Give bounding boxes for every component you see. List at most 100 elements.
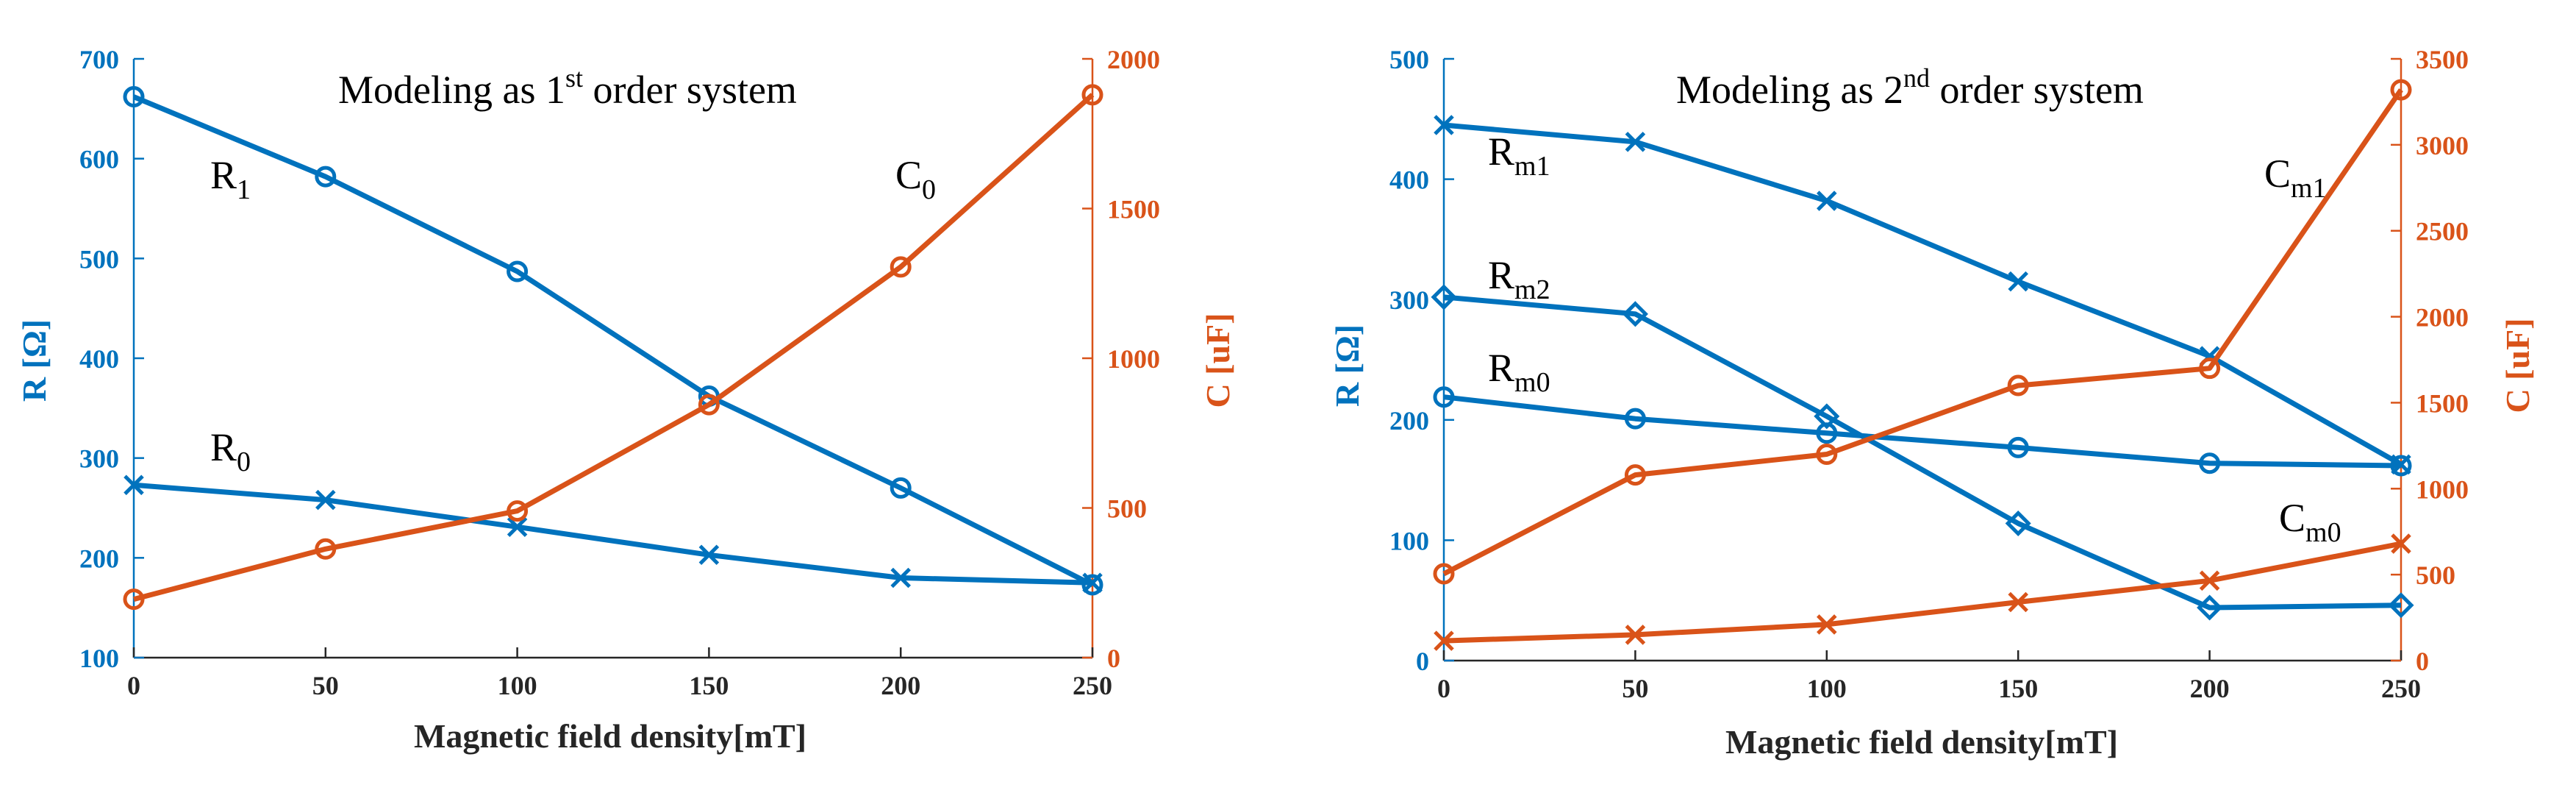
data-point bbox=[1625, 132, 1646, 152]
series-label-rm2: Rm2 bbox=[1488, 253, 1550, 305]
y-tick-label-right: 500 bbox=[2416, 561, 2455, 590]
x-tick-label: 50 bbox=[1622, 674, 1648, 703]
series-r1 bbox=[123, 86, 1103, 596]
series-rm1 bbox=[1434, 115, 2411, 475]
x-axis-label: Magnetic field density[mT] bbox=[414, 717, 806, 755]
data-point bbox=[1622, 301, 1648, 327]
data-point bbox=[315, 166, 337, 188]
series-label-r0: R0 bbox=[210, 425, 251, 477]
data-point bbox=[315, 489, 336, 511]
data-point bbox=[2199, 570, 2220, 591]
y-tick-label-left: 500 bbox=[79, 244, 119, 274]
y-tick-label-left: 100 bbox=[79, 644, 119, 673]
x-tick-label: 50 bbox=[312, 671, 339, 700]
data-point bbox=[1624, 464, 1646, 486]
y-axis-label-left: R [Ω] bbox=[15, 319, 53, 402]
series-label-rm1: Rm1 bbox=[1488, 129, 1550, 182]
y-tick-label-right: 1500 bbox=[1107, 195, 1160, 224]
y-tick-label-right: 0 bbox=[2416, 647, 2429, 676]
series-rm2 bbox=[1431, 284, 2414, 621]
y-tick-label-right: 0 bbox=[1107, 644, 1120, 673]
data-point bbox=[1431, 284, 1457, 310]
y-tick-label-right: 2000 bbox=[2416, 303, 2469, 333]
y-tick-label-left: 0 bbox=[1416, 647, 1429, 676]
series-line-r0 bbox=[133, 482, 1093, 586]
data-point bbox=[124, 474, 144, 496]
data-point bbox=[2008, 591, 2028, 613]
series-line-cm0 bbox=[1443, 541, 2402, 644]
data-point bbox=[1624, 408, 1646, 430]
data-point bbox=[890, 567, 911, 588]
chart-first-order: Modeling as 1st order system Magnetic fi… bbox=[15, 45, 1237, 755]
x-tick-label: 0 bbox=[1437, 674, 1450, 703]
data-point bbox=[2388, 592, 2414, 619]
x-tick-label: 100 bbox=[498, 671, 537, 700]
data-point bbox=[123, 86, 145, 108]
data-point bbox=[2390, 79, 2412, 101]
axes: 0 50 100 150 200 2500100200300400500050010001… bbox=[1389, 45, 2469, 703]
series-label-c0: C0 bbox=[895, 153, 936, 205]
data-point bbox=[2007, 436, 2029, 458]
series-line-rm0 bbox=[1443, 394, 2402, 469]
data-point bbox=[2197, 594, 2223, 621]
series-line-cm1 bbox=[1442, 88, 2403, 577]
data-point bbox=[2391, 533, 2411, 554]
series-cm0 bbox=[1434, 533, 2411, 651]
data-point bbox=[507, 500, 529, 522]
data-point bbox=[890, 477, 912, 499]
y-tick-label-right: 1500 bbox=[2416, 388, 2469, 418]
y-tick-label-left: 300 bbox=[1389, 285, 1429, 315]
chart-second-order: Modeling as 2nd order system Magnetic fi… bbox=[1328, 45, 2536, 761]
y-tick-label-left: 700 bbox=[79, 45, 119, 74]
data-point bbox=[1817, 191, 1837, 211]
series-r0 bbox=[124, 474, 1103, 594]
y-tick-label-right: 2500 bbox=[2416, 217, 2469, 246]
y-axis-label-right: C [uF] bbox=[1199, 313, 1237, 408]
x-axis-label: Magnetic field density[mT] bbox=[1725, 723, 2118, 761]
series-c0 bbox=[123, 84, 1103, 611]
data-point bbox=[2199, 452, 2221, 474]
chart-title: Modeling as 2nd order system bbox=[1676, 63, 2144, 112]
y-tick-label-left: 200 bbox=[79, 544, 119, 573]
series-label-r1: R1 bbox=[210, 153, 251, 205]
x-tick-label: 150 bbox=[1998, 674, 2038, 703]
series-rm0 bbox=[1433, 386, 2412, 477]
data-point bbox=[1081, 84, 1103, 106]
series-label-rm0: Rm0 bbox=[1488, 346, 1550, 398]
data-point bbox=[2007, 374, 2029, 396]
y-axis-label-left: R [Ω] bbox=[1328, 324, 1366, 407]
series-cm1 bbox=[1433, 79, 2412, 585]
series-line-r1 bbox=[132, 94, 1094, 588]
data-point bbox=[1814, 403, 1840, 430]
data-point bbox=[1817, 614, 1837, 635]
data-point bbox=[1434, 115, 1454, 135]
data-point bbox=[1433, 386, 1455, 408]
y-tick-label-left: 200 bbox=[1389, 406, 1429, 435]
data-point bbox=[2199, 358, 2221, 380]
y-tick-label-right: 1000 bbox=[2416, 474, 2469, 504]
data-point bbox=[507, 260, 529, 282]
y-tick-label-right: 500 bbox=[1107, 494, 1147, 524]
data-point bbox=[123, 588, 145, 611]
x-tick-label: 100 bbox=[1807, 674, 1847, 703]
y-axis-label-right: C [uF] bbox=[2499, 318, 2536, 413]
series-label-cm0: Cm0 bbox=[2279, 496, 2341, 548]
y-tick-label-left: 300 bbox=[79, 444, 119, 474]
series-line-rm2 bbox=[1443, 294, 2402, 611]
data-point bbox=[698, 544, 720, 566]
series-line-c0 bbox=[133, 93, 1095, 602]
y-tick-label-right: 3000 bbox=[2416, 131, 2469, 160]
x-tick-label: 150 bbox=[689, 671, 729, 700]
axes: 0 50 100 150 200 250 100 200 300 400 500 600 700 0 500… bbox=[79, 45, 1160, 700]
data-point bbox=[1434, 630, 1454, 651]
chart-title: Modeling as 1st order system bbox=[338, 63, 797, 112]
y-tick-label-left: 500 bbox=[1389, 45, 1429, 74]
data-point bbox=[698, 394, 720, 416]
y-tick-label-right: 1000 bbox=[1107, 344, 1160, 374]
y-tick-label-left: 100 bbox=[1389, 526, 1429, 555]
data-point bbox=[890, 256, 912, 278]
x-tick-label: 0 bbox=[127, 671, 140, 700]
x-tick-label: 200 bbox=[2190, 674, 2230, 703]
y-tick-label-right: 3500 bbox=[2416, 45, 2469, 74]
